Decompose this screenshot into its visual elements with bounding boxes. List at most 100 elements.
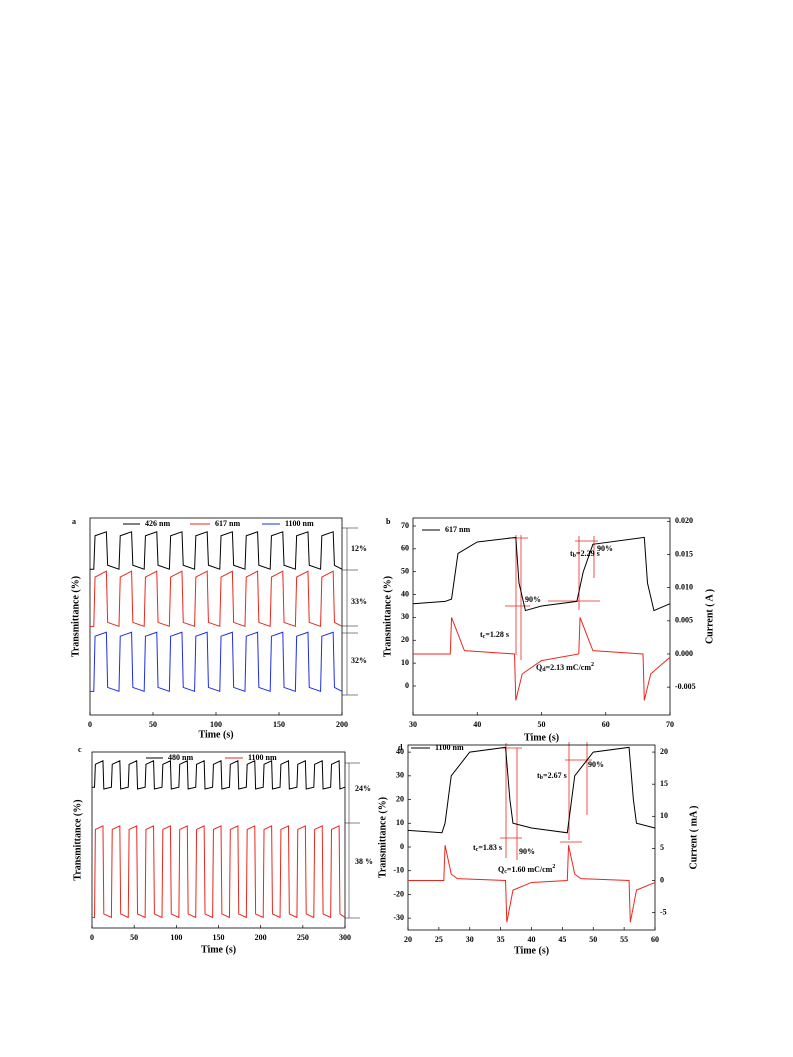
series-line bbox=[90, 570, 343, 628]
annotation-part: =2.13 mC/cm bbox=[546, 663, 592, 672]
y-axis-title: Transmittance (%) bbox=[377, 797, 388, 878]
series-line bbox=[92, 825, 346, 919]
x-tick-label: 50 bbox=[538, 720, 546, 729]
annotation-part: Q bbox=[536, 663, 542, 672]
x-tick-label: 55 bbox=[620, 935, 628, 944]
legend-label: 1100 nm bbox=[248, 753, 277, 762]
series-line bbox=[90, 631, 343, 693]
y-tick-label: 40 bbox=[396, 747, 404, 756]
y-tick-label: -20 bbox=[393, 889, 404, 898]
y2-tick-label: 20 bbox=[660, 747, 668, 756]
annotation-superscript: 2 bbox=[591, 662, 594, 668]
plot-frame bbox=[91, 751, 346, 929]
y-tick-label: 40 bbox=[401, 589, 409, 598]
annotation: 90% bbox=[525, 595, 541, 604]
legend-label: 480 nm bbox=[168, 753, 193, 762]
y-tick-label: 30 bbox=[401, 612, 409, 621]
x-tick-label: 50 bbox=[589, 935, 597, 944]
annotation: 90% bbox=[519, 847, 535, 856]
annotation: 90% bbox=[588, 760, 604, 769]
y2-tick-label: 10 bbox=[660, 811, 668, 820]
x-tick-label: 35 bbox=[497, 935, 505, 944]
y2-tick-label: 0.000 bbox=[675, 649, 693, 658]
x-axis-title: Time (s) bbox=[514, 945, 549, 956]
annotation: 38 % bbox=[355, 857, 373, 866]
y-tick-label: 10 bbox=[401, 658, 409, 667]
legend-label: 1100 nm bbox=[285, 519, 314, 528]
series-line bbox=[413, 617, 671, 701]
annotation-subscript: d bbox=[542, 667, 546, 673]
annotation: tb=2.29 s bbox=[570, 549, 600, 560]
y2-tick-label: -5 bbox=[660, 907, 667, 916]
y-tick-label: 10 bbox=[396, 818, 404, 827]
annotation-part: t bbox=[473, 843, 476, 852]
series-line bbox=[408, 845, 656, 923]
x-tick-label: 45 bbox=[558, 935, 566, 944]
annotation: tb=2.67 s bbox=[537, 771, 567, 782]
y2-tick-label: 0.020 bbox=[675, 516, 693, 525]
x-tick-label: 30 bbox=[409, 720, 417, 729]
plot-frame bbox=[412, 517, 671, 716]
panel-letter: a bbox=[72, 517, 76, 526]
series-line bbox=[412, 536, 671, 612]
annotation-subscript: c bbox=[476, 847, 479, 853]
annotation: Qc=1.60 mC/cm2 bbox=[498, 864, 555, 875]
x-tick-label: 300 bbox=[339, 933, 351, 942]
annotation: 12% bbox=[351, 544, 367, 553]
annotation: 33% bbox=[351, 597, 367, 606]
y-tick-label: -10 bbox=[393, 866, 404, 875]
annotation-part: t bbox=[537, 771, 540, 780]
y-axis-title: Transmittance (%) bbox=[382, 576, 393, 657]
annotation-subscript: b bbox=[540, 775, 544, 781]
x-tick-label: 200 bbox=[336, 720, 348, 729]
y2-tick-label: 5 bbox=[660, 843, 664, 852]
brackets bbox=[342, 527, 360, 919]
y2-axis-title: Current ( A ) bbox=[704, 589, 715, 644]
x-tick-label: 40 bbox=[473, 720, 481, 729]
legend-label: 1100 nm bbox=[435, 743, 464, 752]
annotation-part: t bbox=[480, 630, 483, 639]
y-tick-label: 20 bbox=[396, 794, 404, 803]
annotation-part: t bbox=[570, 549, 573, 558]
legend-label: 617 nm bbox=[215, 519, 240, 528]
x-tick-label: 150 bbox=[213, 933, 225, 942]
y-tick-label: 20 bbox=[401, 635, 409, 644]
x-tick-label: 60 bbox=[602, 720, 610, 729]
annotation-subscript: b bbox=[573, 553, 577, 559]
x-axis-title: Time (s) bbox=[524, 732, 559, 743]
x-tick-label: 0 bbox=[90, 933, 94, 942]
x-tick-label: 100 bbox=[210, 720, 222, 729]
y2-tick-label: 15 bbox=[660, 779, 668, 788]
annotation-part: =2.29 s bbox=[576, 549, 600, 558]
x-axis-title: Time (s) bbox=[198, 729, 233, 740]
annotation-part: Q bbox=[498, 865, 504, 874]
y-tick-label: 30 bbox=[396, 771, 404, 780]
x-tick-label: 0 bbox=[88, 720, 92, 729]
series-line bbox=[407, 746, 656, 834]
y2-tick-label: 0.005 bbox=[675, 616, 693, 625]
x-tick-label: 100 bbox=[170, 933, 182, 942]
x-tick-label: 50 bbox=[130, 933, 138, 942]
y-tick-label: 0 bbox=[400, 842, 404, 851]
annotation: 32% bbox=[351, 656, 367, 665]
y-tick-label: 0 bbox=[405, 681, 409, 690]
x-axis-title: Time (s) bbox=[201, 944, 236, 955]
y-axis-title: Transmittance (%) bbox=[72, 799, 83, 880]
annotation-subscript: c bbox=[483, 634, 486, 640]
annotation: tc=1.83 s bbox=[473, 843, 502, 854]
annotation-superscript: 2 bbox=[552, 864, 555, 870]
x-tick-label: 150 bbox=[273, 720, 285, 729]
y-tick-label: -30 bbox=[393, 913, 404, 922]
legend-label: 426 nm bbox=[145, 519, 170, 528]
x-tick-label: 250 bbox=[297, 933, 309, 942]
annotation-part: =2.67 s bbox=[543, 771, 567, 780]
plot-frame bbox=[89, 517, 343, 716]
annotation-part: =1.28 s bbox=[485, 630, 509, 639]
annotation: tc=1.28 s bbox=[480, 630, 509, 641]
x-tick-label: 25 bbox=[435, 935, 443, 944]
annotation: Qd=2.13 mC/cm2 bbox=[536, 662, 594, 673]
plot-frame bbox=[407, 744, 656, 931]
x-tick-label: 50 bbox=[149, 720, 157, 729]
y2-tick-label: 0.015 bbox=[675, 549, 693, 558]
